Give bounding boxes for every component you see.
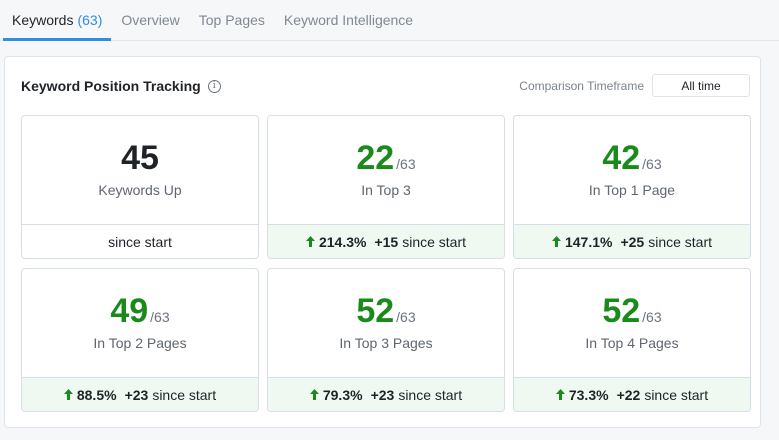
metric-label: Keywords Up	[98, 182, 182, 198]
metric-value: 49	[110, 292, 149, 330]
change-percent: 147.1%	[564, 233, 613, 250]
arrow-up-icon	[305, 236, 315, 247]
timeframe-label: Comparison Timeframe	[519, 78, 644, 93]
change-percent: 214.3%	[318, 233, 367, 250]
footer-text: since start	[644, 386, 709, 403]
metric-label: In Top 3	[361, 182, 411, 198]
metric-value: 42	[602, 139, 641, 177]
metric-card-top-3: 22 /63 In Top 3 214.3% +15 since start	[267, 115, 505, 259]
change-delta: +15	[374, 233, 399, 250]
metric-footer: 147.1% +25 since start	[514, 224, 750, 258]
metric-footer: 88.5% +23 since start	[22, 377, 258, 411]
tab-keywords[interactable]: Keywords (63)	[3, 0, 112, 41]
metric-value: 52	[356, 292, 395, 330]
footer-text: since start	[398, 386, 463, 403]
change-delta: +22	[616, 386, 641, 403]
metric-card-top-2-pages: 49 /63 In Top 2 Pages 88.5% +23 since st…	[21, 268, 259, 412]
change-delta: +23	[370, 386, 395, 403]
tab-bar: Keywords (63) Overview Top Pages Keyword…	[0, 0, 779, 41]
metric-total: /63	[396, 309, 416, 325]
metric-footer: since start	[22, 224, 258, 258]
arrow-up-icon	[551, 236, 561, 247]
change-percent: 73.3%	[568, 386, 609, 403]
change-delta: +25	[620, 233, 645, 250]
footer-text: since start	[108, 233, 172, 250]
change-percent: 79.3%	[322, 386, 363, 403]
metric-card-top-1-page: 42 /63 In Top 1 Page 147.1% +25 since st…	[513, 115, 751, 259]
metric-value: 22	[356, 139, 395, 177]
arrow-up-icon	[555, 389, 565, 400]
metric-card-top-4-pages: 52 /63 In Top 4 Pages 73.3% +22 since st…	[513, 268, 751, 412]
metrics-grid: 45 Keywords Up since start 22 /63 In Top…	[21, 115, 751, 412]
metric-card-top-3-pages: 52 /63 In Top 3 Pages 79.3% +23 since st…	[267, 268, 505, 412]
metric-value: 45	[121, 139, 159, 177]
tab-label: Overview	[121, 12, 180, 28]
tab-keyword-intelligence[interactable]: Keyword Intelligence	[275, 0, 422, 40]
metric-total: /63	[396, 156, 416, 172]
tab-top-pages[interactable]: Top Pages	[190, 0, 274, 40]
metric-label: In Top 2 Pages	[93, 335, 187, 351]
info-icon[interactable]: i	[207, 79, 221, 93]
footer-text: since start	[648, 233, 713, 250]
metric-label: In Top 3 Pages	[339, 335, 433, 351]
metric-footer: 73.3% +22 since start	[514, 377, 750, 411]
metric-label: In Top 4 Pages	[585, 335, 679, 351]
panel-title-text: Keyword Position Tracking	[21, 78, 201, 94]
metric-footer: 214.3% +15 since start	[268, 224, 504, 258]
metric-value: 52	[602, 292, 641, 330]
metric-total: /63	[642, 156, 662, 172]
footer-text: since start	[152, 386, 217, 403]
timeframe-select[interactable]: All time	[652, 74, 750, 97]
metric-label: In Top 1 Page	[588, 182, 676, 198]
metric-footer: 79.3% +23 since start	[268, 377, 504, 411]
tab-overview[interactable]: Overview	[112, 0, 188, 40]
metric-card-keywords-up: 45 Keywords Up since start	[21, 115, 259, 259]
arrow-up-icon	[309, 389, 319, 400]
keyword-count-badge: (63)	[77, 12, 103, 28]
tab-label: Keyword Intelligence	[283, 12, 414, 28]
panel-title: Keyword Position Tracking i	[21, 78, 221, 94]
tab-label: Keywords	[12, 12, 74, 28]
change-delta: +23	[124, 386, 149, 403]
tab-label: Top Pages	[198, 12, 265, 28]
footer-text: since start	[402, 233, 467, 250]
comparison-timeframe: Comparison Timeframe All time	[519, 74, 750, 97]
change-percent: 88.5%	[76, 386, 117, 403]
keyword-position-tracking-panel: Keyword Position Tracking i Comparison T…	[4, 56, 761, 428]
arrow-up-icon	[63, 389, 73, 400]
metric-total: /63	[642, 309, 662, 325]
metric-total: /63	[150, 309, 170, 325]
